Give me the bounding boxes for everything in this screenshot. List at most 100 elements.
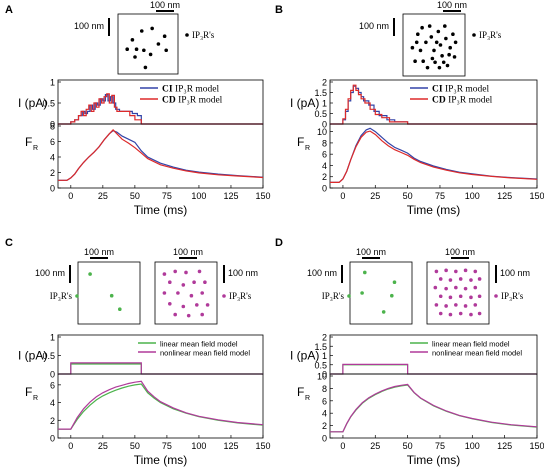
xtick-label: 150 bbox=[255, 441, 270, 451]
current-axis-label: I (pA) bbox=[290, 96, 319, 110]
receptor-inset-left-receptor-dot bbox=[360, 291, 364, 295]
xtick-label: 75 bbox=[435, 441, 445, 451]
receptor-inset-right-receptor-dot bbox=[463, 286, 468, 291]
receptor-inset-right-receptor-dot bbox=[469, 312, 473, 317]
scale-bar-v-label: 100 nm bbox=[35, 268, 65, 278]
receptor-inset-right-receptor-dot bbox=[477, 294, 482, 299]
current-series-red bbox=[330, 84, 537, 125]
fr-series-purple bbox=[330, 383, 538, 433]
receptor-legend-dot bbox=[494, 294, 498, 298]
receptor-inset-right-receptor-dot bbox=[434, 303, 439, 307]
receptor-inset-receptor-dot bbox=[434, 40, 439, 45]
receptor-inset-receptor-dot bbox=[453, 40, 458, 45]
receptor-legend-dot bbox=[222, 294, 226, 298]
receptor-inset-receptor-dot bbox=[420, 25, 424, 30]
scale-bar-v-label: 100 nm bbox=[307, 268, 337, 278]
fr-axis-sub: R bbox=[33, 395, 38, 402]
receptor-inset-receptor-dot bbox=[414, 40, 419, 45]
receptor-inset-right-receptor-dot bbox=[176, 291, 180, 295]
receptor-inset-receptor-dot bbox=[156, 42, 161, 46]
receptor-inset-receptor-dot bbox=[130, 38, 135, 42]
receptor-inset-left-receptor-dot bbox=[390, 293, 394, 298]
fr-series-blue bbox=[58, 130, 264, 181]
receptor-inset-receptor-dot bbox=[438, 43, 443, 47]
xtick-label: 100 bbox=[465, 191, 480, 201]
receptor-inset-receptor-dot bbox=[125, 47, 129, 51]
receptor-inset-right-receptor-dot bbox=[168, 280, 172, 285]
xtick-label: 0 bbox=[68, 191, 73, 201]
receptor-inset-right-receptor-dot bbox=[184, 270, 188, 275]
legend-entry-text: linear mean field model bbox=[432, 340, 510, 349]
receptor-inset-receptor-dot bbox=[148, 52, 153, 57]
current-axis-label: I (pA) bbox=[290, 349, 319, 363]
legend-entry-text: IP₃R model bbox=[446, 96, 493, 106]
fr-ytick-label: 4 bbox=[322, 409, 327, 419]
fr-series-purple bbox=[58, 380, 264, 430]
scale-bar-h-label: 100 nm bbox=[356, 247, 386, 257]
fr-ytick-label: 6 bbox=[322, 150, 327, 160]
receptor-inset-receptor-dot bbox=[444, 36, 448, 41]
receptor-inset-right-receptor-dot bbox=[477, 311, 482, 316]
scale-bar-h-label: 100 nm bbox=[437, 0, 467, 10]
fr-axes-frame bbox=[57, 373, 264, 439]
receptor-inset-receptor-dot bbox=[433, 60, 437, 65]
receptor-inset-receptor-dot bbox=[150, 26, 154, 31]
receptor-legend-label: IP₃R's bbox=[229, 291, 252, 301]
receptor-inset-right-receptor-dot bbox=[186, 313, 191, 318]
current-ytick-label: 0.5 bbox=[42, 99, 55, 109]
receptor-legend-label: IP₃R's bbox=[479, 30, 502, 40]
receptor-inset-right-receptor-dot bbox=[189, 293, 194, 298]
receptor-inset-left-frame bbox=[77, 261, 141, 325]
receptor-inset-receptor-dot bbox=[410, 45, 415, 50]
fr-series-green bbox=[330, 384, 538, 433]
receptor-inset-right-receptor-dot bbox=[195, 303, 199, 307]
receptor-inset-right-receptor-dot bbox=[173, 269, 177, 274]
receptor-inset-right-receptor-dot bbox=[197, 269, 202, 274]
scale-bar-v-label: 100 nm bbox=[359, 21, 389, 31]
fr-ytick-label: 2 bbox=[50, 168, 55, 178]
current-ytick-label: 0 bbox=[322, 120, 327, 130]
legend-entry-text: linear mean field model bbox=[160, 340, 238, 349]
panel-label: D bbox=[275, 237, 283, 249]
receptor-inset-receptor-dot bbox=[418, 48, 423, 53]
receptor-legend-dot bbox=[472, 33, 476, 37]
current-series-green bbox=[330, 364, 537, 375]
receptor-inset-left-receptor-dot bbox=[363, 270, 367, 275]
x-axis-label: Time (ms) bbox=[134, 453, 188, 467]
current-ytick-label: 0 bbox=[322, 370, 327, 380]
scale-bar-v-label: 100 nm bbox=[228, 268, 258, 278]
receptor-inset-right-receptor-dot bbox=[444, 286, 448, 291]
receptor-inset-right-receptor-dot bbox=[162, 291, 167, 295]
receptor-inset-right-receptor-dot bbox=[181, 283, 186, 287]
receptor-inset-left-receptor-dot bbox=[109, 293, 114, 298]
receptor-inset-left-receptor-dot bbox=[88, 272, 92, 276]
legend-entry: CD IP₃R model bbox=[432, 96, 493, 106]
receptor-inset-right-receptor-dot bbox=[200, 291, 204, 295]
current-axes-frame bbox=[57, 79, 264, 125]
current-ytick-label: 0.5 bbox=[42, 351, 55, 361]
receptor-inset-right-receptor-dot bbox=[454, 269, 458, 274]
receptor-inset-right-receptor-dot bbox=[458, 294, 463, 299]
fr-ytick-label: 2 bbox=[322, 172, 327, 182]
legend-entry-bold: CI bbox=[432, 85, 443, 95]
receptor-inset-right-receptor-dot bbox=[458, 311, 463, 316]
receptor-inset-right-receptor-dot bbox=[434, 269, 439, 274]
receptor-legend-label: IP₃R's bbox=[322, 291, 345, 301]
receptor-inset-right-receptor-dot bbox=[458, 277, 463, 281]
receptor-inset-receptor-dot bbox=[143, 65, 148, 70]
fr-axis-label: F bbox=[297, 385, 304, 399]
receptor-inset-receptor-dot bbox=[425, 65, 430, 70]
current-ytick-label: 1 bbox=[322, 351, 327, 361]
current-ytick-label: 0.5 bbox=[314, 109, 327, 119]
legend-entry-bold: CI bbox=[162, 85, 173, 95]
receptor-inset-right-receptor-dot bbox=[168, 302, 172, 306]
receptor-inset-right-receptor-dot bbox=[448, 312, 453, 317]
receptor-inset-right-receptor-dot bbox=[438, 311, 443, 316]
legend-entry-text: nonlinear mean field model bbox=[160, 349, 250, 358]
receptor-inset-receptor-dot bbox=[427, 24, 432, 28]
current-ytick-label: 0.5 bbox=[314, 360, 327, 370]
legend-entry-text: IP₃R model bbox=[176, 96, 223, 106]
